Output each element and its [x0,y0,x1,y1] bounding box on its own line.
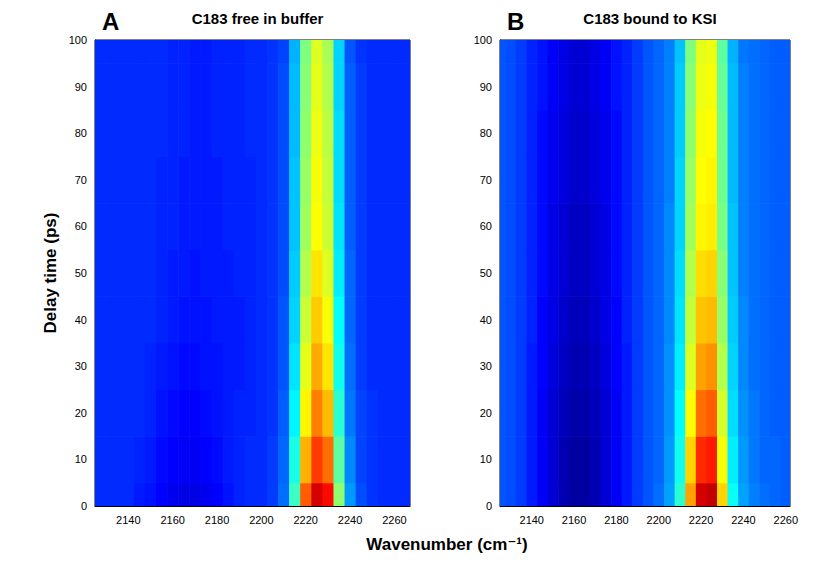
svg-text:90: 90 [75,81,87,93]
svg-text:70: 70 [480,174,492,186]
svg-text:2260: 2260 [774,514,798,526]
svg-text:2160: 2160 [562,514,586,526]
svg-text:2240: 2240 [338,514,362,526]
svg-text:2140: 2140 [116,514,140,526]
svg-text:Delay time (ps): Delay time (ps) [41,213,60,334]
svg-text:2220: 2220 [293,514,317,526]
svg-text:2240: 2240 [731,514,755,526]
svg-text:2260: 2260 [382,514,406,526]
svg-text:30: 30 [480,360,492,372]
svg-text:50: 50 [75,267,87,279]
svg-text:2180: 2180 [604,514,628,526]
svg-text:2180: 2180 [205,514,229,526]
svg-text:30: 30 [75,360,87,372]
svg-text:0: 0 [486,500,492,512]
svg-text:0: 0 [81,500,87,512]
svg-text:80: 80 [480,127,492,139]
svg-text:2220: 2220 [689,514,713,526]
svg-text:A: A [102,8,119,35]
svg-text:100: 100 [69,34,87,46]
svg-text:80: 80 [75,127,87,139]
svg-text:40: 40 [75,314,87,326]
svg-text:90: 90 [480,81,492,93]
svg-text:10: 10 [75,453,87,465]
svg-text:70: 70 [75,174,87,186]
svg-text:50: 50 [480,267,492,279]
svg-text:60: 60 [75,220,87,232]
svg-text:20: 20 [480,407,492,419]
svg-text:40: 40 [480,314,492,326]
svg-text:100: 100 [474,34,492,46]
svg-text:C183 free in buffer: C183 free in buffer [192,10,324,27]
svg-text:2160: 2160 [160,514,184,526]
svg-text:2200: 2200 [249,514,273,526]
svg-text:10: 10 [480,453,492,465]
svg-text:2140: 2140 [520,514,544,526]
svg-text:Wavenumber (cm⁻¹): Wavenumber (cm⁻¹) [366,535,527,554]
svg-text:B: B [507,8,524,35]
svg-text:2200: 2200 [647,514,671,526]
svg-text:20: 20 [75,407,87,419]
svg-text:C183 bound to KSI: C183 bound to KSI [583,10,716,27]
svg-text:60: 60 [480,220,492,232]
